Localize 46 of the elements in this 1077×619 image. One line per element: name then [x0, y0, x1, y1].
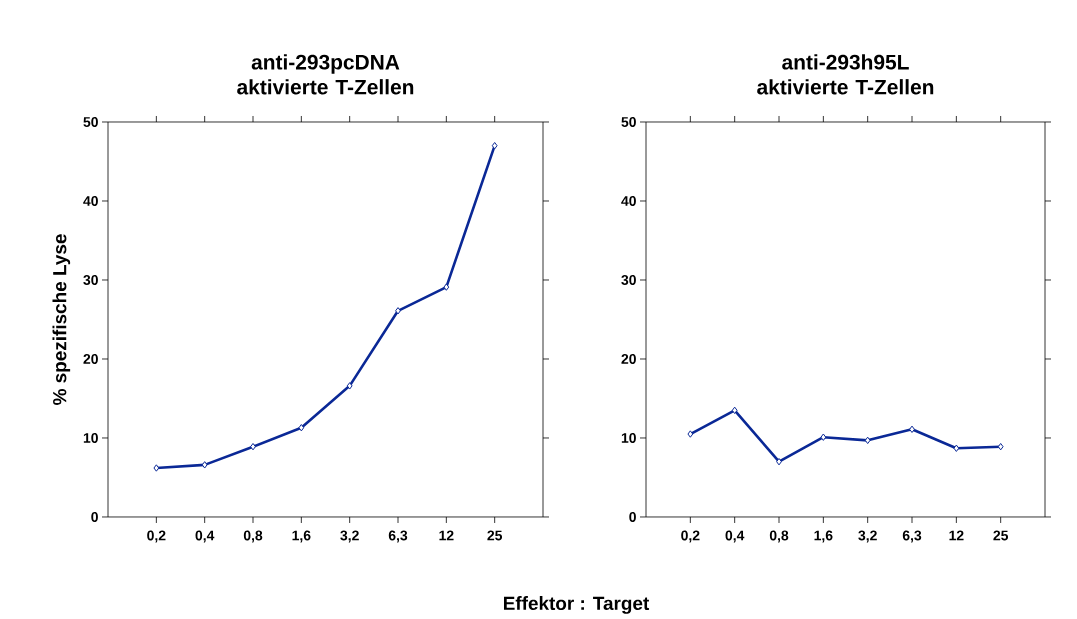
x-tick-label: 6,3	[388, 530, 408, 543]
chart-title: anti-293pcDNA aktivierte T-Zellen	[237, 54, 414, 95]
x-tick-label: 0,8	[769, 530, 789, 543]
x-tick-label: 6,3	[902, 530, 922, 543]
y-tick-label: 30	[83, 275, 98, 285]
point	[909, 425, 915, 433]
y-tick-label: 10	[621, 433, 636, 443]
x-tick-label: 12	[439, 530, 454, 541]
x-tick-label: 0,4	[725, 530, 745, 543]
y-tick-label: 50	[621, 117, 636, 127]
y-tick-label: 40	[83, 196, 98, 206]
x-tick-label: 25	[487, 530, 503, 541]
point	[443, 283, 450, 291]
point	[820, 433, 827, 441]
y-tick-label: 10	[83, 433, 98, 443]
x-tick-label: 1,6	[814, 530, 833, 543]
point	[346, 382, 353, 390]
x-tick-label: 0,2	[681, 530, 700, 543]
x-tick-label: 3,2	[858, 530, 877, 543]
point	[491, 141, 498, 150]
y-axis-title: % spezifische Lyse	[52, 234, 71, 405]
point	[298, 424, 305, 432]
x-tick-label: 0,2	[147, 530, 166, 543]
x-tick-label: 0,4	[195, 530, 215, 543]
x-tick-label: 0,8	[243, 530, 263, 543]
point	[997, 442, 1004, 451]
point	[864, 436, 871, 445]
y-tick-label: 50	[83, 117, 98, 127]
y-tick-label: 40	[621, 196, 636, 206]
point	[153, 464, 160, 472]
y-tick-label: 20	[83, 354, 98, 364]
point	[953, 444, 960, 452]
x-tick-label: 1,6	[292, 530, 311, 543]
chart-title: anti-293h95L aktivierte T-Zellen	[757, 54, 934, 95]
x-tick-label: 3,2	[340, 530, 359, 543]
y-tick-label: 0	[629, 512, 636, 522]
y-tick-label: 0	[91, 512, 98, 522]
point	[395, 307, 401, 315]
y-tick-label: 30	[621, 275, 636, 285]
x-tick-label: 12	[949, 530, 964, 541]
point	[687, 430, 694, 438]
point	[731, 406, 738, 415]
x-tick-label: 25	[993, 530, 1009, 541]
x-axis-title: Effektor : Target	[504, 596, 650, 614]
point	[201, 461, 208, 469]
y-tick-label: 20	[621, 354, 636, 364]
